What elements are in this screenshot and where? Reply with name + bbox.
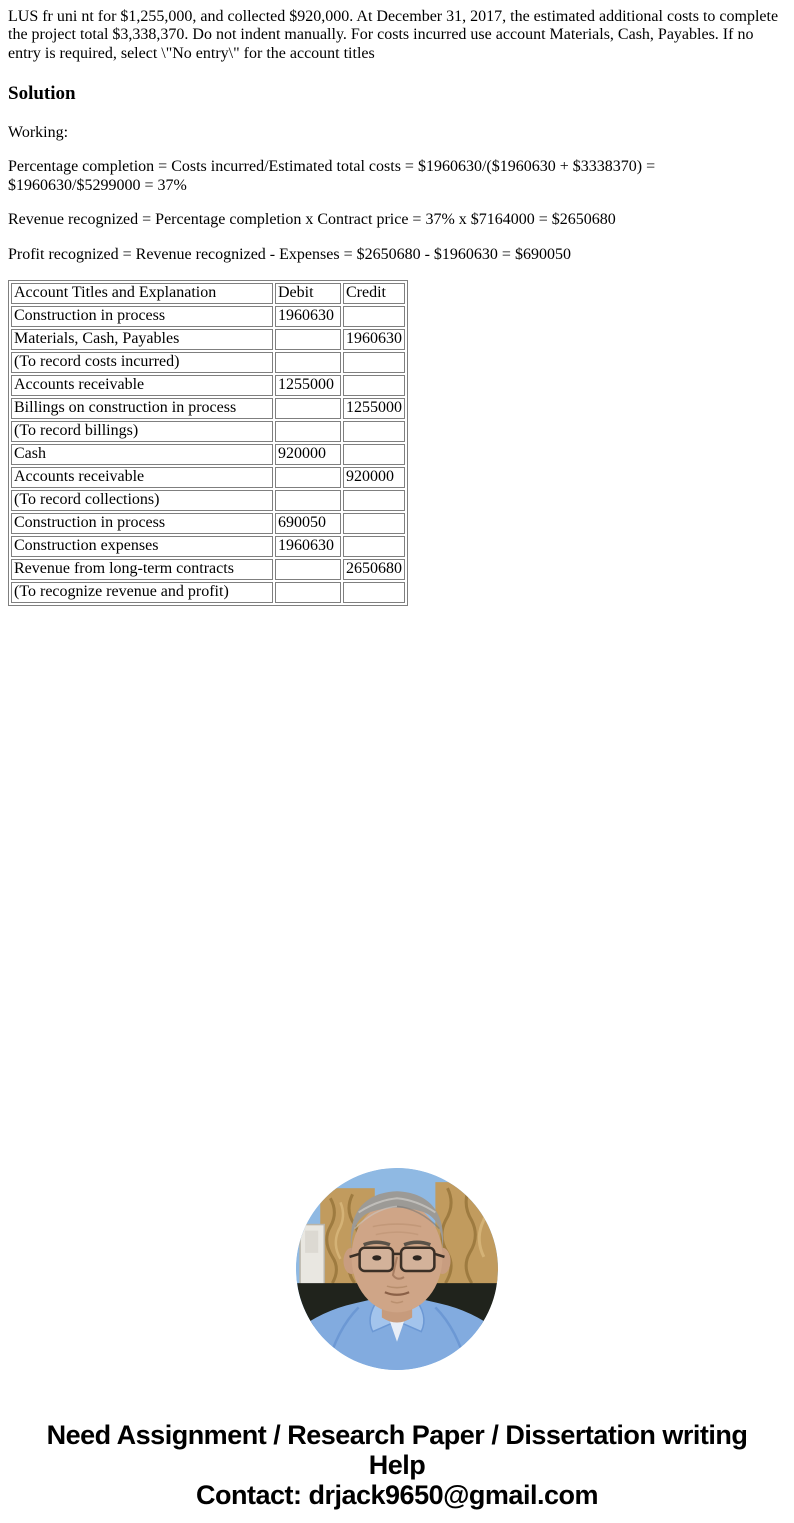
table-row: (To record billings) [11,420,405,442]
credit-cell [343,512,405,534]
credit-cell [343,420,405,442]
solution-heading: Solution [8,83,76,105]
account-cell: Materials, Cash, Payables [11,328,273,350]
table-row: Cash 920000 [11,443,405,465]
credit-cell: 920000 [343,466,405,488]
debit-cell: 1960630 [275,535,341,557]
account-cell: Billings on construction in process [11,397,273,419]
table-row: (To record costs incurred) [11,351,405,373]
credit-cell [343,443,405,465]
credit-cell [343,489,405,511]
account-cell: Construction in process [11,512,273,534]
working-line-profit: Profit recognized = Revenue recognized -… [8,245,571,263]
working-line-percentage: Percentage completion = Costs incurred/E… [8,158,656,194]
footer-advertisement: Need Assignment / Research Paper / Disse… [8,1420,786,1510]
footer-contact-email: Contact: drjack9650@gmail.com [196,1479,598,1510]
working-line-revenue: Revenue recognized = Percentage completi… [8,211,616,229]
table-row: Accounts receivable 1255000 [11,374,405,396]
account-cell: Construction in process [11,305,273,327]
credit-cell: 1255000 [343,397,405,419]
debit-cell [275,397,341,419]
table-row: (To record collections) [11,489,405,511]
account-cell: Accounts receivable [11,374,273,396]
debit-cell [275,351,341,373]
account-cell: (To record billings) [11,420,273,442]
credit-cell [343,351,405,373]
problem-statement: LUS fr uni nt for $1,255,000, and collec… [8,8,779,62]
account-cell: Cash [11,443,273,465]
table-row: Revenue from long-term contracts 2650680 [11,558,405,580]
credit-cell [343,374,405,396]
table-row: (To recognize revenue and profit) [11,581,405,603]
blank-space [8,606,786,1168]
account-cell: (To record costs incurred) [11,351,273,373]
credit-cell [343,581,405,603]
debit-cell: 920000 [275,443,341,465]
debit-cell [275,466,341,488]
tutor-avatar[interactable] [296,1167,498,1370]
table-row: Construction in process 690050 [11,512,405,534]
debit-cell: 1960630 [275,305,341,327]
debit-cell: 1255000 [275,374,341,396]
table-row: Billings on construction in process 1255… [11,397,405,419]
account-cell: Accounts receivable [11,466,273,488]
account-cell: (To record collections) [11,489,273,511]
debit-cell [275,328,341,350]
credit-cell [343,535,405,557]
header-account-titles: Account Titles and Explanation [11,282,273,304]
table-row: Construction in process 1960630 [11,305,405,327]
debit-cell: 690050 [275,512,341,534]
account-cell: (To recognize revenue and profit) [11,581,273,603]
debit-cell [275,420,341,442]
table-row: Materials, Cash, Payables 1960630 [11,328,405,350]
credit-cell [343,305,405,327]
header-debit: Debit [275,282,341,304]
debit-cell [275,558,341,580]
account-cell: Construction expenses [11,535,273,557]
tutor-portrait-image [296,1167,498,1370]
journal-entries-table: Account Titles and Explanation Debit Cre… [8,279,408,606]
debit-cell [275,489,341,511]
table-header-row: Account Titles and Explanation Debit Cre… [11,282,405,304]
table-row: Construction expenses 1960630 [11,535,405,557]
footer-help-text: Need Assignment / Research Paper / Disse… [46,1419,748,1480]
credit-cell: 2650680 [343,558,405,580]
debit-cell [275,581,341,603]
working-label: Working: [8,124,69,142]
header-credit: Credit [343,282,405,304]
account-cell: Revenue from long-term contracts [11,558,273,580]
table-row: Accounts receivable 920000 [11,466,405,488]
credit-cell: 1960630 [343,328,405,350]
